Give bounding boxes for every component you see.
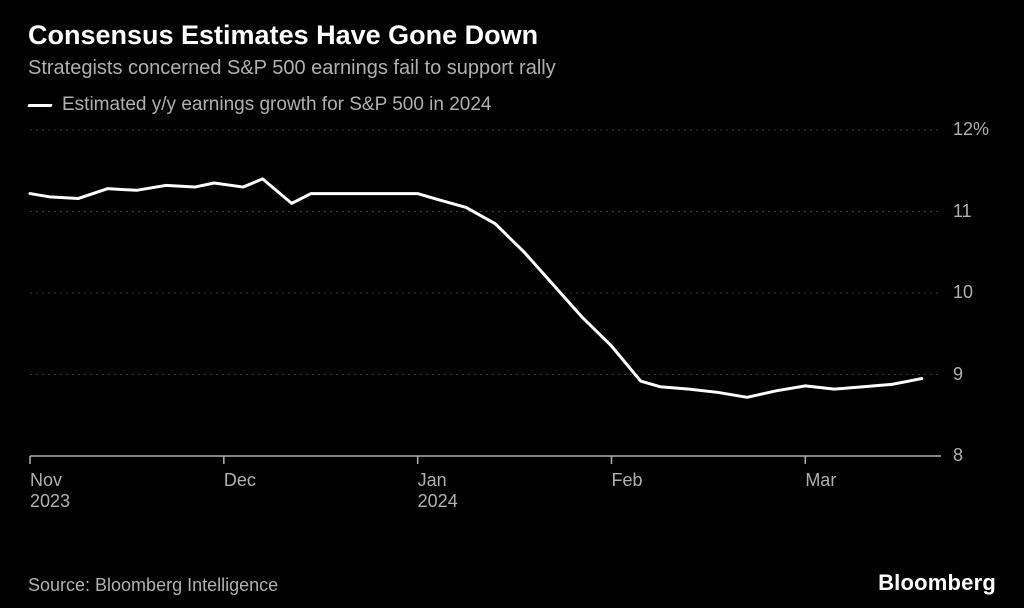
x-axis-tick-label: Dec (224, 470, 256, 491)
x-axis-tick-label: Feb (611, 470, 642, 491)
chart-area: 89101112%Nov2023DecJan2024FebMar (28, 126, 996, 526)
y-axis-tick-label: 12% (953, 119, 989, 140)
brand-label: Bloomberg (878, 570, 996, 596)
legend-swatch-icon (27, 104, 52, 107)
y-axis-tick-label: 8 (953, 445, 963, 466)
legend-label: Estimated y/y earnings growth for S&P 50… (62, 94, 492, 116)
line-chart-svg (28, 126, 996, 526)
legend: Estimated y/y earnings growth for S&P 50… (28, 94, 996, 116)
x-axis-tick-label: Jan2024 (418, 470, 458, 512)
source-text: Source: Bloomberg Intelligence (28, 575, 278, 596)
chart-title: Consensus Estimates Have Gone Down (28, 20, 996, 51)
x-axis-tick-label: Mar (805, 470, 836, 491)
y-axis-tick-label: 10 (953, 282, 973, 303)
chart-subtitle: Strategists concerned S&P 500 earnings f… (28, 57, 996, 80)
y-axis-tick-label: 9 (953, 364, 963, 385)
y-axis-tick-label: 11 (953, 201, 972, 222)
x-axis-tick-label: Nov2023 (30, 470, 70, 512)
